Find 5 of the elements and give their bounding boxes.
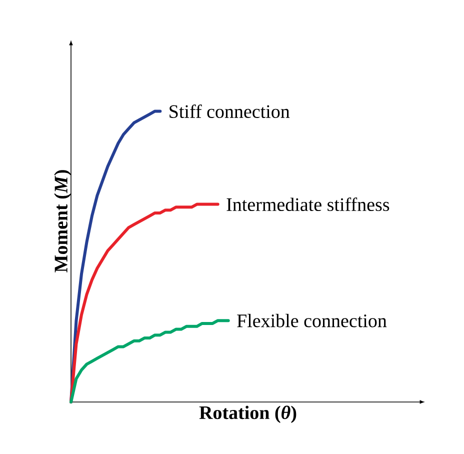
y-axis-title: Moment (M) bbox=[54, 170, 72, 272]
series-label: Intermediate stiffness bbox=[226, 197, 390, 212]
x-axis-title: Rotation (θ) bbox=[199, 406, 296, 423]
series-label: Stiff connection bbox=[170, 104, 290, 118]
series-label: Flexible connection bbox=[237, 314, 387, 328]
